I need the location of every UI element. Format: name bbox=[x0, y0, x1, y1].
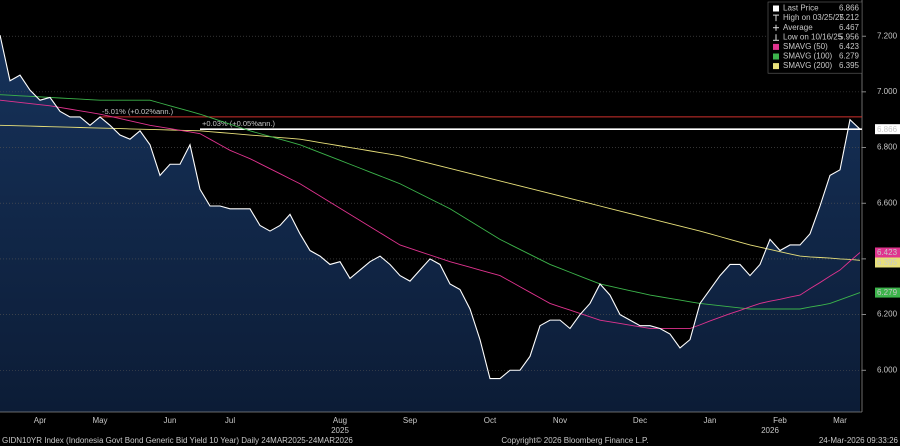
legend-value: 6.423 bbox=[839, 42, 860, 51]
y-tick-label: 7.000 bbox=[877, 87, 898, 96]
x-tick-label: Oct bbox=[484, 416, 497, 425]
legend-swatch bbox=[773, 43, 779, 50]
y-tick-label: 6.000 bbox=[877, 365, 898, 374]
value-tag bbox=[875, 247, 900, 258]
footer-right: 24-Mar-2026 09:33:26 bbox=[819, 436, 899, 445]
annotation-label: +0.03% (+0.05%ann.) bbox=[202, 119, 275, 128]
y-tick-label: 6.800 bbox=[877, 143, 898, 152]
value-tag bbox=[875, 257, 900, 268]
footer-left: GIDN10YR Index (Indonesia Govt Bond Gene… bbox=[2, 436, 353, 445]
value-tag-label: 6.866 bbox=[877, 125, 898, 134]
series-line bbox=[0, 94, 861, 310]
legend-value: 6.467 bbox=[839, 23, 860, 32]
x-tick-label: Jul bbox=[225, 416, 235, 425]
year-label: 2026 bbox=[761, 426, 779, 435]
y-tick-label: 7.200 bbox=[877, 31, 898, 40]
series-line bbox=[0, 99, 861, 329]
x-tick-label: Jan bbox=[704, 416, 717, 425]
x-tick-label: Feb bbox=[773, 416, 787, 425]
value-tag bbox=[875, 287, 900, 298]
legend-swatch bbox=[773, 63, 779, 70]
value-tag-label: 6.395 bbox=[877, 258, 898, 267]
legend-value: 6.866 bbox=[839, 4, 860, 13]
series-line bbox=[0, 34, 861, 380]
y-tick-label: 6.600 bbox=[877, 198, 898, 207]
price-area bbox=[0, 35, 860, 412]
value-tag-label: 6.423 bbox=[877, 248, 898, 257]
y-tick-label: 6.200 bbox=[877, 310, 898, 319]
legend-value: 5.956 bbox=[839, 32, 860, 41]
x-tick-label: Nov bbox=[553, 416, 567, 425]
annotation-label: -5.01% (+0.02%ann.) bbox=[102, 107, 174, 116]
legend-value: 6.395 bbox=[839, 61, 860, 70]
legend-label: Last Price bbox=[783, 4, 819, 13]
legend-label: SMAVG (200) bbox=[783, 61, 833, 70]
legend-label: High on 03/25/25 bbox=[783, 13, 844, 22]
legend-label: SMAVG (100) bbox=[783, 52, 833, 61]
x-tick-label: Dec bbox=[633, 416, 647, 425]
x-tick-label: May bbox=[92, 416, 107, 425]
x-tick-label: Jun bbox=[164, 416, 177, 425]
legend-label: Average bbox=[783, 23, 813, 32]
legend-box bbox=[767, 1, 863, 74]
x-tick-label: Mar bbox=[833, 416, 847, 425]
series-line bbox=[0, 124, 861, 261]
x-tick-label: Aug bbox=[333, 416, 347, 425]
value-tag bbox=[875, 124, 900, 135]
legend-swatch bbox=[773, 53, 779, 60]
legend-label: SMAVG (50) bbox=[783, 42, 828, 51]
footer-center: Copyright© 2026 Bloomberg Finance L.P. bbox=[501, 436, 648, 445]
legend-label: Low on 10/16/25 bbox=[783, 32, 843, 41]
x-tick-label: Apr bbox=[34, 416, 47, 425]
legend-value: 6.279 bbox=[839, 52, 860, 61]
value-tag-label: 6.279 bbox=[877, 288, 898, 297]
year-label: 2025 bbox=[331, 426, 349, 435]
legend-swatch bbox=[773, 5, 779, 12]
x-tick-label: Sep bbox=[403, 416, 418, 425]
legend-value: 7.212 bbox=[839, 13, 860, 22]
